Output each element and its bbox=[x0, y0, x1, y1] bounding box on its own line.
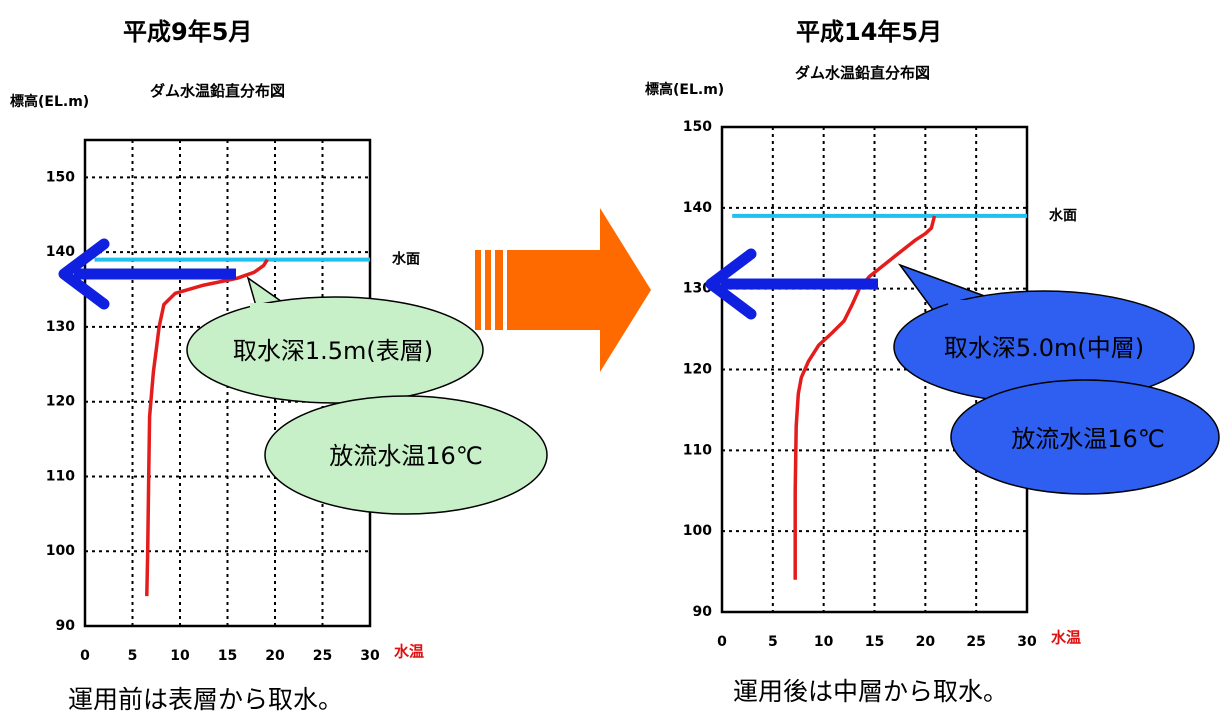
transition-arrow-stripe bbox=[495, 250, 503, 330]
transition-arrow bbox=[475, 208, 651, 372]
left-y-tick-label: 110 bbox=[46, 468, 75, 484]
left-x-tick-label: 10 bbox=[170, 648, 190, 664]
left-y-tick-label: 90 bbox=[56, 618, 76, 634]
left-temperature-profile bbox=[145, 258, 269, 597]
right-y-tick-label: 120 bbox=[683, 362, 712, 378]
left-y-axis-label: 標高(EL.m) bbox=[10, 92, 100, 112]
right-temp-bubble bbox=[950, 379, 1220, 495]
left-temp-bubble-text: 放流水温16℃ bbox=[329, 442, 483, 470]
left-y-tick-label: 140 bbox=[46, 244, 75, 260]
left-y-tick-label: 120 bbox=[46, 394, 75, 410]
right-x-tick-label: 30 bbox=[1017, 634, 1037, 650]
right-y-tick-label: 150 bbox=[683, 119, 712, 135]
left-intake-arrow-head bbox=[58, 238, 110, 310]
left-x-tick-label: 0 bbox=[80, 648, 90, 664]
transition-arrow-stripe bbox=[485, 250, 491, 330]
right-caption: 運用後は中層から取水。 bbox=[733, 677, 1009, 706]
left-y-axis-label-text: 標高(EL.m) bbox=[10, 94, 90, 110]
right-y-tick-label: 100 bbox=[683, 523, 712, 539]
left-heading: 平成9年5月 bbox=[123, 18, 253, 46]
left-y-tick-label: 130 bbox=[46, 319, 75, 335]
left-depth-bubble-text: 取水深1.5m(表層) bbox=[233, 337, 433, 365]
left-water-surface-label: 水面 bbox=[392, 251, 420, 268]
transition-arrow-stripe bbox=[475, 250, 481, 330]
right-y-axis-label-text: 標高(EL.m) bbox=[645, 82, 725, 98]
right-heading: 平成14年5月 bbox=[796, 18, 943, 46]
left-x-tick-label: 25 bbox=[313, 648, 332, 664]
transition-arrow-body bbox=[507, 208, 651, 372]
left-temp-bubble bbox=[264, 395, 548, 515]
right-x-tick-label: 25 bbox=[966, 634, 985, 650]
left-bubble-tail-join bbox=[250, 303, 365, 323]
left-x-tick-label: 30 bbox=[360, 648, 380, 664]
right-y-tick-label: 130 bbox=[683, 281, 712, 297]
left-x-tick-label: 20 bbox=[265, 648, 285, 664]
right-water-surface-label: 水面 bbox=[1049, 207, 1077, 224]
left-intake-arrow bbox=[58, 238, 236, 310]
right-y-axis-label: 標高(EL.m) bbox=[645, 80, 737, 100]
left-x-tick-label: 5 bbox=[128, 648, 138, 664]
right-bubble-tail-join bbox=[948, 300, 1008, 325]
left-caption: 運用前は表層から取水。 bbox=[68, 685, 344, 714]
right-x-tick-label: 0 bbox=[717, 634, 727, 650]
right-y-tick-label: 140 bbox=[683, 200, 712, 216]
right-x-tick-label: 5 bbox=[768, 634, 778, 650]
left-y-tick-label: 150 bbox=[46, 169, 75, 185]
right-temp-bubble-text: 放流水温16℃ bbox=[1011, 425, 1165, 453]
right-chart-title: ダム水温鉛直分布図 bbox=[795, 64, 931, 82]
right-x-axis-label: 水温 bbox=[1051, 629, 1081, 647]
right-y-tick-label: 90 bbox=[693, 604, 713, 620]
right-x-tick-label: 10 bbox=[814, 634, 834, 650]
right-temperature-profile bbox=[793, 215, 937, 580]
left-depth-bubble bbox=[186, 296, 484, 404]
right-depth-bubble-text: 取水深5.0m(中層) bbox=[944, 334, 1144, 362]
right-intake-arrow bbox=[705, 248, 878, 320]
right-intake-arrow-head bbox=[705, 248, 757, 320]
right-y-tick-label: 110 bbox=[683, 442, 712, 458]
left-y-tick-label: 100 bbox=[46, 543, 75, 559]
left-x-tick-label: 15 bbox=[218, 648, 237, 664]
left-x-axis-label: 水温 bbox=[394, 643, 424, 661]
right-x-tick-label: 15 bbox=[865, 634, 884, 650]
right-x-tick-label: 20 bbox=[916, 634, 936, 650]
left-chart-title: ダム水温鉛直分布図 bbox=[150, 82, 286, 100]
